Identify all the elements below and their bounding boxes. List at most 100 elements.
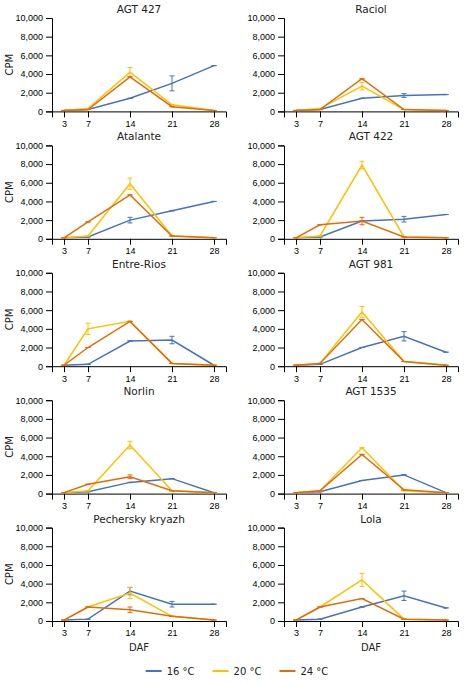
x-tick-label: 3 — [62, 501, 67, 511]
x-tick: 28 — [209, 111, 219, 128]
x-tick-mark — [320, 621, 321, 627]
error-bar — [62, 110, 67, 111]
y-tick: 10,000 — [15, 268, 52, 278]
y-tick-mark — [278, 528, 284, 529]
plot-area — [62, 321, 217, 365]
y-tick-label: 10,000 — [247, 523, 275, 533]
x-tick-mark — [446, 494, 447, 500]
x-tick: 3 — [294, 239, 299, 256]
x-tick-mark — [446, 111, 447, 117]
error-bar — [294, 237, 299, 238]
x-tick-label: 21 — [167, 628, 177, 638]
y-tick: 10,000 — [15, 523, 52, 533]
y-tick: 2,000 — [252, 470, 284, 480]
legend-swatch — [279, 670, 295, 672]
y-tick-label: 4,000 — [252, 197, 275, 207]
error-bar — [402, 236, 407, 237]
error-bar — [170, 76, 175, 91]
x-tick: 21 — [167, 111, 177, 128]
figure: 3714212802,0004,0006,0008,00010,000AGT 4… — [0, 0, 474, 683]
y-tick-label: 10,000 — [15, 141, 43, 151]
y-tick-mark — [46, 310, 52, 311]
y-axis: 02,0004,0006,0008,00010,000 — [247, 396, 284, 499]
error-bar — [128, 178, 133, 189]
x-tick: 28 — [441, 621, 451, 638]
x-tick-mark — [130, 239, 131, 245]
error-bar — [444, 607, 449, 608]
y-tick-label: 6,000 — [252, 178, 275, 188]
error-bar — [170, 478, 175, 479]
panel: 3714212802,0004,0006,0008,00010,000AGT 1… — [247, 385, 458, 511]
x-tick-label: 28 — [209, 374, 219, 384]
y-tick: 2,000 — [20, 343, 52, 353]
x-tick-label: 7 — [318, 501, 323, 511]
x-tick-label: 14 — [125, 501, 135, 511]
x-axis-line — [285, 112, 459, 118]
error-bar — [444, 352, 449, 353]
error-bar — [62, 237, 67, 238]
series — [294, 591, 449, 620]
x-tick: 7 — [318, 494, 323, 511]
plot-area — [62, 66, 217, 111]
y-tick-mark — [278, 310, 284, 311]
y-tick: 8,000 — [20, 159, 52, 169]
x-tick-mark — [320, 366, 321, 372]
y-axis-line — [278, 146, 285, 239]
error-bar — [360, 78, 365, 79]
error-bar — [444, 237, 449, 238]
x-tick-label: 14 — [357, 374, 367, 384]
error-bar — [212, 365, 217, 366]
y-axis: 02,0004,0006,0008,00010,000 — [15, 141, 52, 244]
y-tick-mark — [278, 291, 284, 292]
error-bar — [402, 109, 407, 110]
x-tick-mark — [172, 621, 173, 627]
y-tick-mark — [46, 366, 52, 367]
series — [294, 475, 449, 493]
error-bar — [294, 620, 299, 621]
error-bar — [360, 98, 365, 99]
x-tick-mark — [172, 366, 173, 372]
y-tick: 0 — [38, 234, 52, 244]
y-tick-mark — [278, 329, 284, 330]
line — [64, 201, 214, 237]
y-tick-label: 8,000 — [20, 159, 43, 169]
y-tick: 2,000 — [20, 216, 52, 226]
x-tick: 14 — [357, 239, 367, 256]
y-tick-mark — [46, 329, 52, 330]
x-tick-label: 7 — [318, 628, 323, 638]
y-tick: 2,000 — [20, 598, 52, 608]
x-tick: 14 — [125, 111, 135, 128]
y-tick-mark — [46, 164, 52, 165]
x-tick: 7 — [86, 111, 91, 128]
x-tick: 7 — [86, 239, 91, 256]
y-tick-label: 8,000 — [20, 287, 43, 297]
error-bar — [360, 217, 365, 224]
line — [296, 448, 446, 493]
y-tick: 6,000 — [252, 306, 284, 316]
x-tick-mark — [404, 494, 405, 500]
y-tick-mark — [46, 291, 52, 292]
series — [294, 215, 449, 238]
error-bar — [318, 606, 323, 607]
error-bar — [294, 110, 299, 111]
x-axis: 37142128 — [53, 239, 227, 256]
x-tick-label: 21 — [399, 501, 409, 511]
legend-label: 20 °C — [234, 666, 262, 677]
line — [296, 221, 446, 238]
error-bar — [360, 306, 365, 317]
error-bar — [444, 492, 449, 493]
legend-swatch — [213, 670, 229, 672]
x-tick-label: 7 — [318, 374, 323, 384]
y-tick-mark — [46, 145, 52, 146]
line — [64, 321, 214, 365]
x-tick-mark — [404, 111, 405, 117]
error-bar — [62, 620, 67, 621]
error-bar — [62, 492, 67, 493]
y-tick-mark — [46, 475, 52, 476]
error-bar — [318, 619, 323, 620]
y-tick: 8,000 — [20, 414, 52, 424]
y-tick-label: 2,000 — [20, 598, 43, 608]
error-bar — [62, 110, 67, 111]
x-tick-label: 28 — [209, 501, 219, 511]
y-tick-label: 10,000 — [247, 396, 275, 406]
